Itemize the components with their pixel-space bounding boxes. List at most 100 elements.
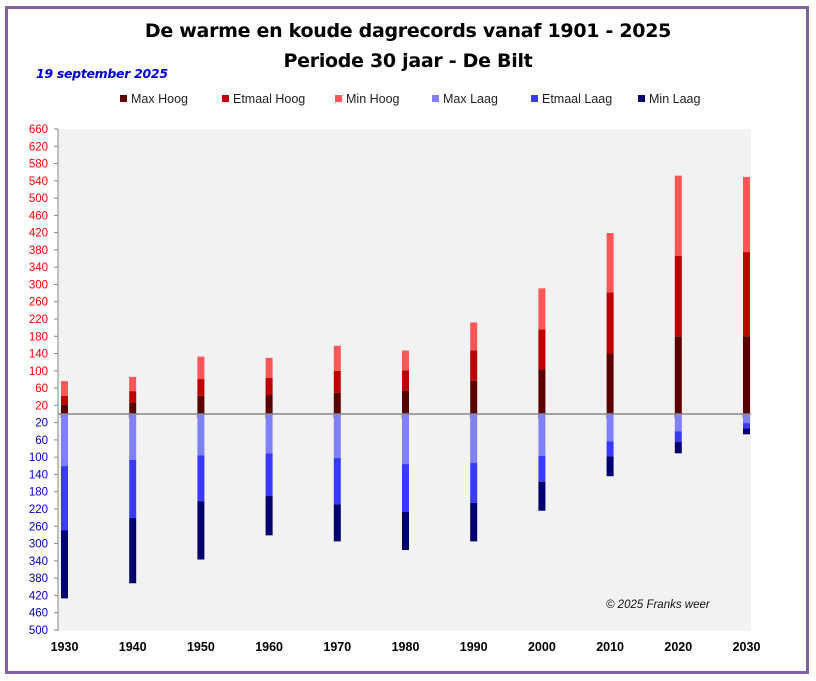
y-tick-label-positive: 420 (29, 228, 48, 240)
bar-max-laag (538, 414, 546, 456)
legend-item: Etmaal Hoog (222, 92, 305, 106)
x-tick-label: 1940 (119, 640, 147, 654)
y-tick-label-positive: 380 (29, 245, 48, 257)
bar-min-hoog (333, 345, 341, 371)
bar-max-laag (197, 414, 205, 456)
y-tick-label-negative: 300 (29, 539, 48, 551)
legend-swatch (531, 95, 538, 102)
legend-swatch (222, 95, 229, 102)
date-label: 19 september 2025 (36, 66, 168, 81)
x-tick-label: 2030 (733, 640, 761, 654)
y-tick-label-positive: 540 (29, 176, 48, 188)
bar-etmaal-laag (61, 465, 68, 531)
legend: Max Hoog Etmaal Hoog Min Hoog Max Laag Etmaa… (0, 92, 816, 108)
y-tick-label-negative: 180 (29, 487, 48, 499)
bar-max-laag (61, 414, 68, 466)
bar-max-hoog (538, 369, 546, 414)
x-tick-label: 1930 (51, 640, 79, 654)
legend-item: Etmaal Laag (531, 92, 612, 106)
bar-max-hoog (606, 353, 614, 414)
legend-item: Min Laag (638, 92, 700, 106)
y-tick-label-positive: 300 (29, 279, 48, 291)
y-tick-label-positive: 500 (29, 193, 48, 205)
bar-min-hoog (402, 350, 409, 371)
bar-etmaal-hoog (470, 350, 478, 381)
bar-max-hoog (333, 392, 341, 414)
x-tick-label: 1990 (460, 640, 488, 654)
bar-max-hoog (743, 336, 750, 414)
x-tick-label: 2010 (596, 640, 624, 654)
legend-label: Etmaal Hoog (233, 92, 306, 106)
bar-max-hoog (470, 380, 478, 414)
copyright-note: © 2025 Franks weer (606, 599, 710, 611)
bar-min-hoog (606, 233, 614, 293)
bar-min-hoog (538, 288, 546, 330)
legend-swatch (335, 95, 342, 102)
y-tick-label-negative: 20 (35, 418, 48, 430)
y-tick-label-negative: 460 (29, 608, 48, 620)
bar-etmaal-laag (333, 458, 341, 505)
bar-min-hoog (743, 176, 750, 253)
legend-item: Max Hoog (120, 92, 188, 106)
chart-title: De warme en koude dagrecords vanaf 1901 … (144, 20, 672, 42)
bar-min-laag (470, 502, 478, 542)
bar-etmaal-laag (197, 455, 205, 502)
bar-max-hoog (402, 390, 409, 414)
bar-etmaal-hoog (674, 255, 682, 337)
chart-subtitle: Periode 30 jaar - De Bilt (283, 50, 533, 72)
bar-max-laag (606, 414, 614, 442)
bar-etmaal-hoog (333, 370, 341, 393)
y-tick-label-positive: 220 (29, 314, 48, 326)
bar-etmaal-laag (674, 431, 682, 443)
bar-etmaal-hoog (402, 370, 409, 391)
x-tick-label: 2020 (664, 640, 692, 654)
y-tick-label-negative: 60 (35, 435, 48, 447)
y-tick-label-negative: 260 (29, 521, 48, 533)
x-tick-label: 1950 (187, 640, 215, 654)
legend-label: Max Hoog (131, 92, 188, 106)
bar-min-hoog (265, 357, 273, 378)
legend-label: Min Hoog (346, 92, 400, 106)
y-tick-label-positive: 140 (29, 349, 48, 361)
y-tick-label-positive: 60 (35, 383, 48, 395)
legend-label: Min Laag (649, 92, 701, 106)
bar-etmaal-hoog (61, 395, 68, 405)
y-tick-label-positive: 660 (29, 124, 48, 136)
bar-max-hoog (61, 404, 68, 414)
bar-min-hoog (197, 356, 205, 380)
legend-item: Max Laag (432, 92, 498, 106)
bar-max-laag (129, 414, 137, 460)
bar-etmaal-laag (129, 459, 137, 519)
bar-etmaal-hoog (538, 329, 546, 370)
bar-min-laag (606, 456, 614, 477)
bar-min-hoog (674, 175, 682, 256)
bar-etmaal-hoog (197, 379, 205, 396)
bar-etmaal-hoog (129, 391, 137, 403)
bar-etmaal-hoog (743, 252, 750, 337)
bar-max-laag (265, 414, 273, 454)
bar-min-laag (265, 496, 273, 536)
legend-label: Max Laag (443, 92, 498, 106)
y-tick-label-positive: 580 (29, 159, 48, 171)
y-tick-label-positive: 100 (29, 366, 48, 378)
bar-etmaal-laag (743, 423, 750, 429)
bar-min-hoog (129, 376, 137, 392)
y-tick-label-positive: 460 (29, 210, 48, 222)
x-tick-label: 1960 (255, 640, 283, 654)
y-tick-label-positive: 340 (29, 262, 48, 274)
bar-min-laag (333, 504, 341, 542)
y-tick-label-positive: 180 (29, 331, 48, 343)
bar-max-laag (743, 414, 750, 424)
bar-min-laag (743, 428, 750, 435)
x-tick-label: 1970 (323, 640, 351, 654)
bar-etmaal-laag (470, 462, 478, 503)
y-tick-label-positive: 620 (29, 141, 48, 153)
bar-min-laag (61, 530, 68, 599)
y-tick-label-negative: 100 (29, 452, 48, 464)
bar-etmaal-hoog (265, 377, 273, 395)
bar-max-laag (674, 414, 682, 432)
x-tick-label: 2000 (528, 640, 556, 654)
bar-max-hoog (265, 395, 273, 414)
bar-max-hoog (197, 395, 205, 414)
bar-min-laag (402, 512, 409, 551)
